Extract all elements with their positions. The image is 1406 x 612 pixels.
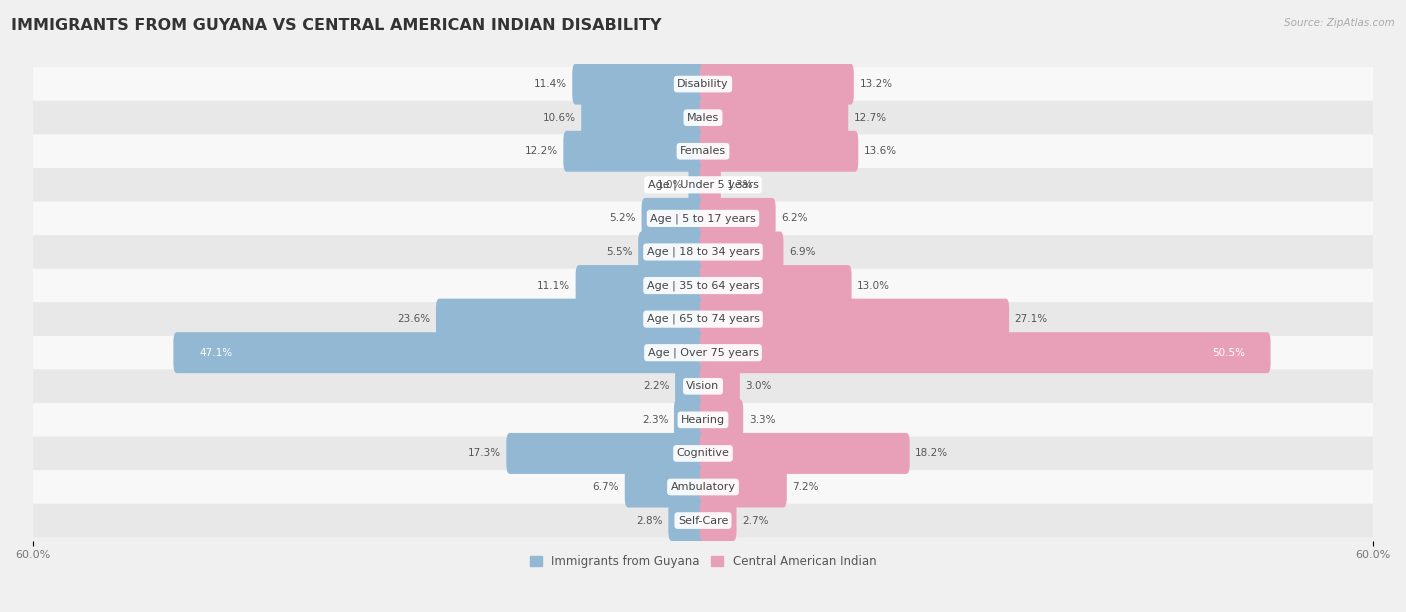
FancyBboxPatch shape: [32, 470, 1374, 504]
Text: 23.6%: 23.6%: [398, 314, 430, 324]
FancyBboxPatch shape: [564, 131, 706, 172]
FancyBboxPatch shape: [700, 500, 737, 541]
FancyBboxPatch shape: [32, 436, 1374, 470]
Text: 13.2%: 13.2%: [859, 79, 893, 89]
FancyBboxPatch shape: [32, 135, 1374, 168]
FancyBboxPatch shape: [32, 504, 1374, 537]
FancyBboxPatch shape: [641, 198, 706, 239]
Text: Males: Males: [688, 113, 718, 122]
FancyBboxPatch shape: [436, 299, 706, 340]
Text: 1.3%: 1.3%: [727, 180, 754, 190]
Text: 2.2%: 2.2%: [643, 381, 669, 391]
FancyBboxPatch shape: [675, 366, 706, 407]
Text: 7.2%: 7.2%: [793, 482, 818, 492]
Text: 6.9%: 6.9%: [789, 247, 815, 257]
Text: 17.3%: 17.3%: [468, 449, 501, 458]
Text: 6.2%: 6.2%: [782, 214, 807, 223]
Text: 3.0%: 3.0%: [745, 381, 772, 391]
Text: Hearing: Hearing: [681, 415, 725, 425]
Text: Source: ZipAtlas.com: Source: ZipAtlas.com: [1284, 18, 1395, 28]
Text: 2.3%: 2.3%: [643, 415, 668, 425]
FancyBboxPatch shape: [700, 265, 852, 306]
Text: 18.2%: 18.2%: [915, 449, 949, 458]
Text: Females: Females: [681, 146, 725, 156]
Text: Self-Care: Self-Care: [678, 515, 728, 526]
Text: 47.1%: 47.1%: [200, 348, 232, 357]
FancyBboxPatch shape: [700, 366, 740, 407]
FancyBboxPatch shape: [700, 231, 783, 272]
Text: 5.2%: 5.2%: [609, 214, 636, 223]
FancyBboxPatch shape: [700, 64, 853, 105]
FancyBboxPatch shape: [506, 433, 706, 474]
Legend: Immigrants from Guyana, Central American Indian: Immigrants from Guyana, Central American…: [524, 551, 882, 573]
FancyBboxPatch shape: [32, 67, 1374, 101]
FancyBboxPatch shape: [700, 433, 910, 474]
FancyBboxPatch shape: [700, 97, 848, 138]
FancyBboxPatch shape: [32, 235, 1374, 269]
Text: Age | Over 75 years: Age | Over 75 years: [648, 348, 758, 358]
FancyBboxPatch shape: [638, 231, 706, 272]
Text: Ambulatory: Ambulatory: [671, 482, 735, 492]
FancyBboxPatch shape: [32, 101, 1374, 135]
FancyBboxPatch shape: [700, 198, 776, 239]
Text: IMMIGRANTS FROM GUYANA VS CENTRAL AMERICAN INDIAN DISABILITY: IMMIGRANTS FROM GUYANA VS CENTRAL AMERIC…: [11, 18, 662, 34]
Text: Age | 18 to 34 years: Age | 18 to 34 years: [647, 247, 759, 257]
Text: 1.0%: 1.0%: [657, 180, 683, 190]
FancyBboxPatch shape: [624, 466, 706, 507]
Text: 12.7%: 12.7%: [853, 113, 887, 122]
Text: 27.1%: 27.1%: [1015, 314, 1047, 324]
FancyBboxPatch shape: [581, 97, 706, 138]
FancyBboxPatch shape: [32, 201, 1374, 235]
Text: Age | Under 5 years: Age | Under 5 years: [648, 179, 758, 190]
FancyBboxPatch shape: [700, 400, 744, 441]
FancyBboxPatch shape: [700, 299, 1010, 340]
FancyBboxPatch shape: [668, 500, 706, 541]
FancyBboxPatch shape: [689, 165, 706, 205]
Text: Disability: Disability: [678, 79, 728, 89]
FancyBboxPatch shape: [32, 403, 1374, 436]
Text: 11.4%: 11.4%: [533, 79, 567, 89]
Text: 50.5%: 50.5%: [1212, 348, 1244, 357]
FancyBboxPatch shape: [32, 302, 1374, 336]
FancyBboxPatch shape: [173, 332, 706, 373]
FancyBboxPatch shape: [32, 370, 1374, 403]
Text: Age | 35 to 64 years: Age | 35 to 64 years: [647, 280, 759, 291]
Text: Age | 65 to 74 years: Age | 65 to 74 years: [647, 314, 759, 324]
Text: 3.3%: 3.3%: [749, 415, 775, 425]
Text: 2.7%: 2.7%: [742, 515, 769, 526]
Text: 11.1%: 11.1%: [537, 280, 569, 291]
Text: 5.5%: 5.5%: [606, 247, 633, 257]
FancyBboxPatch shape: [700, 131, 858, 172]
FancyBboxPatch shape: [700, 165, 721, 205]
FancyBboxPatch shape: [700, 332, 1271, 373]
FancyBboxPatch shape: [32, 336, 1374, 370]
FancyBboxPatch shape: [575, 265, 706, 306]
Text: 13.0%: 13.0%: [858, 280, 890, 291]
Text: 12.2%: 12.2%: [524, 146, 558, 156]
FancyBboxPatch shape: [700, 466, 787, 507]
Text: 13.6%: 13.6%: [863, 146, 897, 156]
FancyBboxPatch shape: [32, 269, 1374, 302]
FancyBboxPatch shape: [673, 400, 706, 441]
FancyBboxPatch shape: [572, 64, 706, 105]
Text: 6.7%: 6.7%: [593, 482, 619, 492]
Text: Vision: Vision: [686, 381, 720, 391]
Text: Age | 5 to 17 years: Age | 5 to 17 years: [650, 213, 756, 223]
Text: 2.8%: 2.8%: [637, 515, 662, 526]
Text: 10.6%: 10.6%: [543, 113, 575, 122]
FancyBboxPatch shape: [32, 168, 1374, 201]
Text: Cognitive: Cognitive: [676, 449, 730, 458]
